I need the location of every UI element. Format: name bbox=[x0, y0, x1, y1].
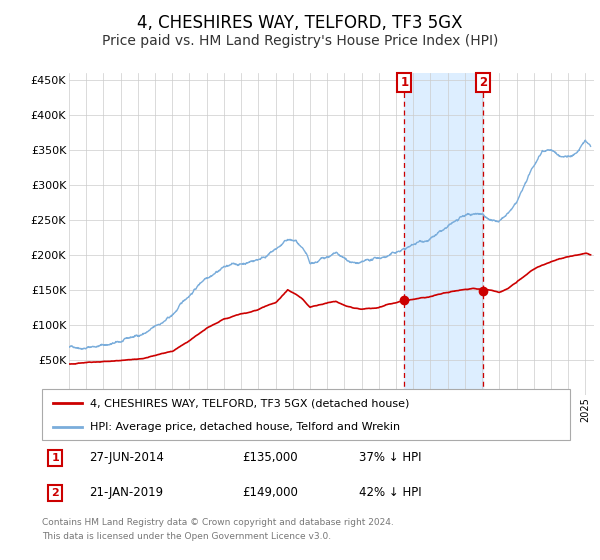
Text: 2: 2 bbox=[52, 488, 59, 498]
Text: £135,000: £135,000 bbox=[242, 451, 298, 464]
FancyBboxPatch shape bbox=[42, 389, 570, 440]
Bar bbox=[404, 73, 483, 395]
Text: 4, CHESHIRES WAY, TELFORD, TF3 5GX: 4, CHESHIRES WAY, TELFORD, TF3 5GX bbox=[137, 14, 463, 32]
Text: 42% ↓ HPI: 42% ↓ HPI bbox=[359, 486, 421, 500]
Text: 21-JAN-2019: 21-JAN-2019 bbox=[89, 486, 164, 500]
Text: £149,000: £149,000 bbox=[242, 486, 299, 500]
Text: 37% ↓ HPI: 37% ↓ HPI bbox=[359, 451, 421, 464]
Text: 4, CHESHIRES WAY, TELFORD, TF3 5GX (detached house): 4, CHESHIRES WAY, TELFORD, TF3 5GX (deta… bbox=[89, 398, 409, 408]
Text: Price paid vs. HM Land Registry's House Price Index (HPI): Price paid vs. HM Land Registry's House … bbox=[102, 34, 498, 48]
Text: 2: 2 bbox=[479, 76, 487, 88]
Text: 1: 1 bbox=[52, 453, 59, 463]
Text: HPI: Average price, detached house, Telford and Wrekin: HPI: Average price, detached house, Telf… bbox=[89, 422, 400, 432]
Text: 1: 1 bbox=[400, 76, 409, 88]
Text: 27-JUN-2014: 27-JUN-2014 bbox=[89, 451, 164, 464]
Text: This data is licensed under the Open Government Licence v3.0.: This data is licensed under the Open Gov… bbox=[42, 532, 331, 541]
Text: Contains HM Land Registry data © Crown copyright and database right 2024.: Contains HM Land Registry data © Crown c… bbox=[42, 518, 394, 527]
